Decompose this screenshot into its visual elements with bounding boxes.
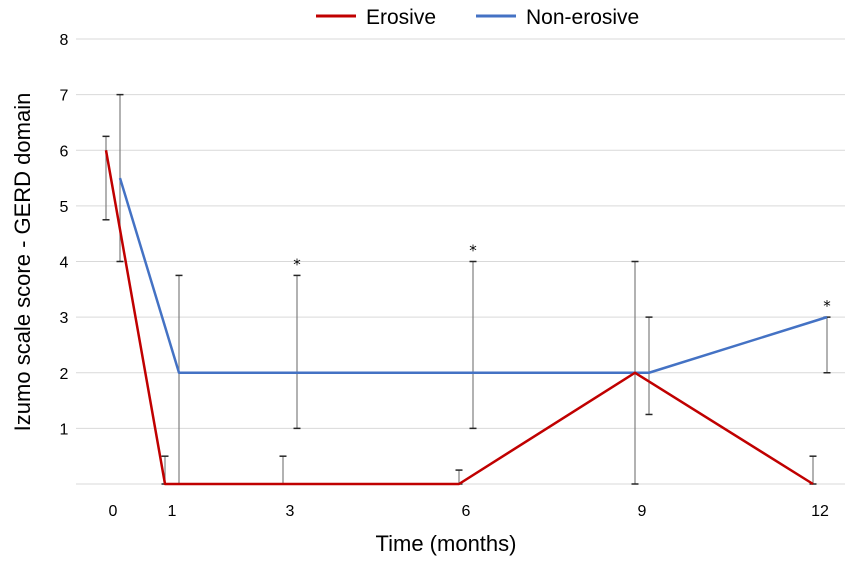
x-axis-title: Time (months): [376, 531, 517, 556]
series-line-non-erosive: [118, 177, 828, 374]
y-tick-label: 1: [60, 421, 69, 438]
y-tick-label: 2: [60, 366, 69, 383]
y-tick-label: 7: [60, 88, 69, 105]
x-tick-label: 0: [109, 503, 118, 520]
x-tick-label: 6: [462, 503, 471, 520]
significance-marker: *: [469, 242, 477, 260]
series-line-erosive: [104, 150, 814, 486]
y-axis-title: Izumo scale score - GERD domain: [10, 93, 35, 432]
x-tick-label: 1: [168, 503, 177, 520]
y-axis-ticks: 1 2 3 4 5 6 7 8: [60, 32, 69, 438]
annotations: * * *: [293, 242, 831, 316]
gridlines: [76, 38, 845, 485]
x-tick-label: 9: [638, 503, 647, 520]
legend-label: Non-erosive: [526, 6, 639, 29]
legend: Erosive Non-erosive: [316, 6, 639, 29]
significance-marker: *: [293, 255, 301, 273]
significance-marker: *: [823, 297, 831, 315]
y-tick-label: 3: [60, 310, 69, 327]
y-tick-label: 6: [60, 143, 69, 160]
x-tick-label: 3: [286, 503, 295, 520]
legend-label: Erosive: [366, 6, 436, 29]
x-tick-label: 12: [811, 503, 829, 520]
series-lines: [104, 150, 828, 486]
y-tick-label: 4: [60, 255, 69, 272]
y-tick-label: 8: [60, 32, 69, 49]
y-tick-label: 5: [60, 199, 69, 216]
x-axis-ticks: 0 1 3 6 9 12: [109, 503, 829, 520]
